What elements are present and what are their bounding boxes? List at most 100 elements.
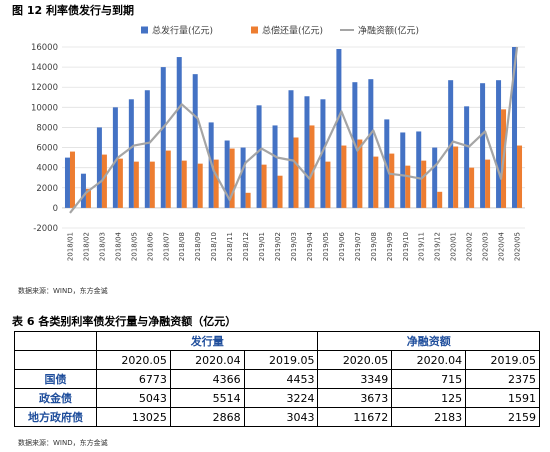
bar [437, 191, 443, 208]
corner-cell [14, 331, 97, 351]
table-row: 地方政府债 13025 2868 3043 11672 2183 2159 [14, 407, 540, 427]
bar [240, 147, 246, 208]
x-tick-label: 2019/01 [258, 232, 266, 261]
cell: 5514 [169, 388, 245, 408]
x-tick-label: 2020/03 [482, 232, 490, 261]
group-header: 净融资额 [317, 331, 540, 351]
bar [96, 127, 102, 208]
row-header: 政金债 [14, 388, 97, 408]
bar [277, 175, 283, 208]
x-tick-label: 2019/08 [370, 232, 378, 261]
bar [181, 160, 187, 208]
cell: 2375 [465, 369, 540, 389]
x-tick-label: 2018/09 [194, 232, 202, 261]
cell: 3043 [243, 407, 319, 427]
table-row: 政金债 5043 5514 3224 3673 125 1591 [14, 388, 540, 408]
x-tick-label: 2019/11 [418, 232, 426, 261]
bar [213, 159, 219, 208]
line [69, 46, 519, 214]
bar [224, 140, 230, 208]
legend-label: 净融资额(亿元) [358, 25, 419, 37]
bar [373, 156, 379, 208]
x-tick-label: 2019/10 [402, 232, 410, 261]
bar [64, 157, 70, 208]
bar [133, 161, 139, 208]
bar [176, 57, 182, 208]
period-header: 2019.05 [243, 350, 319, 370]
bar [357, 139, 363, 208]
data-table: 发行量 净融资额 2020.05 2020.04 2019.05 2020.05 202… [14, 331, 540, 427]
bar [320, 99, 326, 208]
group-row: 发行量 净融资额 [14, 331, 540, 351]
bar [421, 160, 427, 208]
bar [293, 137, 299, 208]
cell: 3224 [243, 388, 319, 408]
cell: 13025 [96, 407, 171, 427]
group-header: 发行量 [95, 331, 319, 351]
period-header: 2019.05 [465, 350, 540, 370]
bar [416, 131, 422, 208]
y-tick-label: 12000 [31, 83, 58, 93]
cell: 6773 [96, 369, 171, 389]
legend-label: 总发行量(亿元) [152, 25, 213, 37]
bar [117, 158, 123, 208]
cell: 3349 [317, 369, 393, 389]
x-tick-label: 2018/11 [226, 232, 234, 261]
bar [485, 159, 491, 208]
bar [325, 161, 331, 208]
corner-cell [14, 350, 97, 370]
x-tick-label: 2018/12 [242, 232, 250, 261]
row-header: 地方政府债 [14, 407, 97, 427]
bar [309, 125, 315, 208]
x-tick-label: 2018/07 [162, 232, 170, 261]
x-tick-label: 2018/08 [178, 232, 186, 261]
legend-label: 总偿还量(亿元) [262, 25, 323, 37]
bar [517, 145, 523, 208]
y-tick-label: 16000 [31, 43, 58, 53]
cell: 2159 [465, 407, 540, 427]
table-title: 表 6 各类别利率债发行量与净融资额（亿元） [12, 315, 237, 328]
bar [69, 151, 75, 208]
bar [368, 79, 374, 208]
bar [197, 163, 203, 208]
x-tick-label: 2018/10 [210, 232, 218, 261]
figure-title: 图 12 利率债发行与到期 [12, 4, 134, 17]
x-tick-label: 2019/04 [306, 231, 314, 261]
bar [256, 105, 262, 208]
cell: 4453 [243, 369, 319, 389]
bar [101, 154, 107, 208]
table-row: 国债 6773 4366 4453 3349 715 2375 [14, 369, 540, 389]
x-tick-label: 2018/02 [82, 232, 90, 261]
bar [453, 146, 459, 208]
x-tick-label: 2018/04 [114, 231, 122, 261]
bar [272, 125, 278, 208]
y-tick-label: -2000 [33, 224, 58, 234]
bar [192, 74, 198, 208]
x-tick-label: 2020/02 [466, 232, 474, 261]
y-tick-label: 2000 [36, 184, 58, 194]
cell: 4366 [169, 369, 245, 389]
bar [128, 99, 134, 208]
x-tick-label: 2019/02 [274, 232, 282, 261]
row-header: 国债 [14, 369, 97, 389]
period-header: 2020.05 [96, 350, 171, 370]
x-tick-label: 2018/06 [146, 231, 154, 261]
x-tick-label: 2019/07 [354, 232, 362, 261]
bar [336, 49, 342, 208]
bar [405, 165, 411, 208]
bar [389, 153, 395, 208]
legend-swatch [251, 26, 258, 34]
bar [288, 90, 294, 208]
x-tick-label: 2019/09 [386, 232, 394, 261]
x-tick-label: 2019/12 [434, 232, 442, 261]
x-tick-label: 2020/04 [498, 231, 506, 261]
bar [149, 161, 155, 208]
chart: -2000 0 2000 4000 6000 8000 10000 12000 14000 160… [31, 25, 525, 261]
y-tick-label: 0 [53, 204, 58, 214]
bar [245, 192, 251, 208]
bar [229, 148, 235, 208]
cell: 11672 [317, 407, 393, 427]
x-tick-label: 2020/05 [514, 232, 522, 261]
bar [165, 150, 171, 208]
period-header: 2020.04 [391, 350, 467, 370]
